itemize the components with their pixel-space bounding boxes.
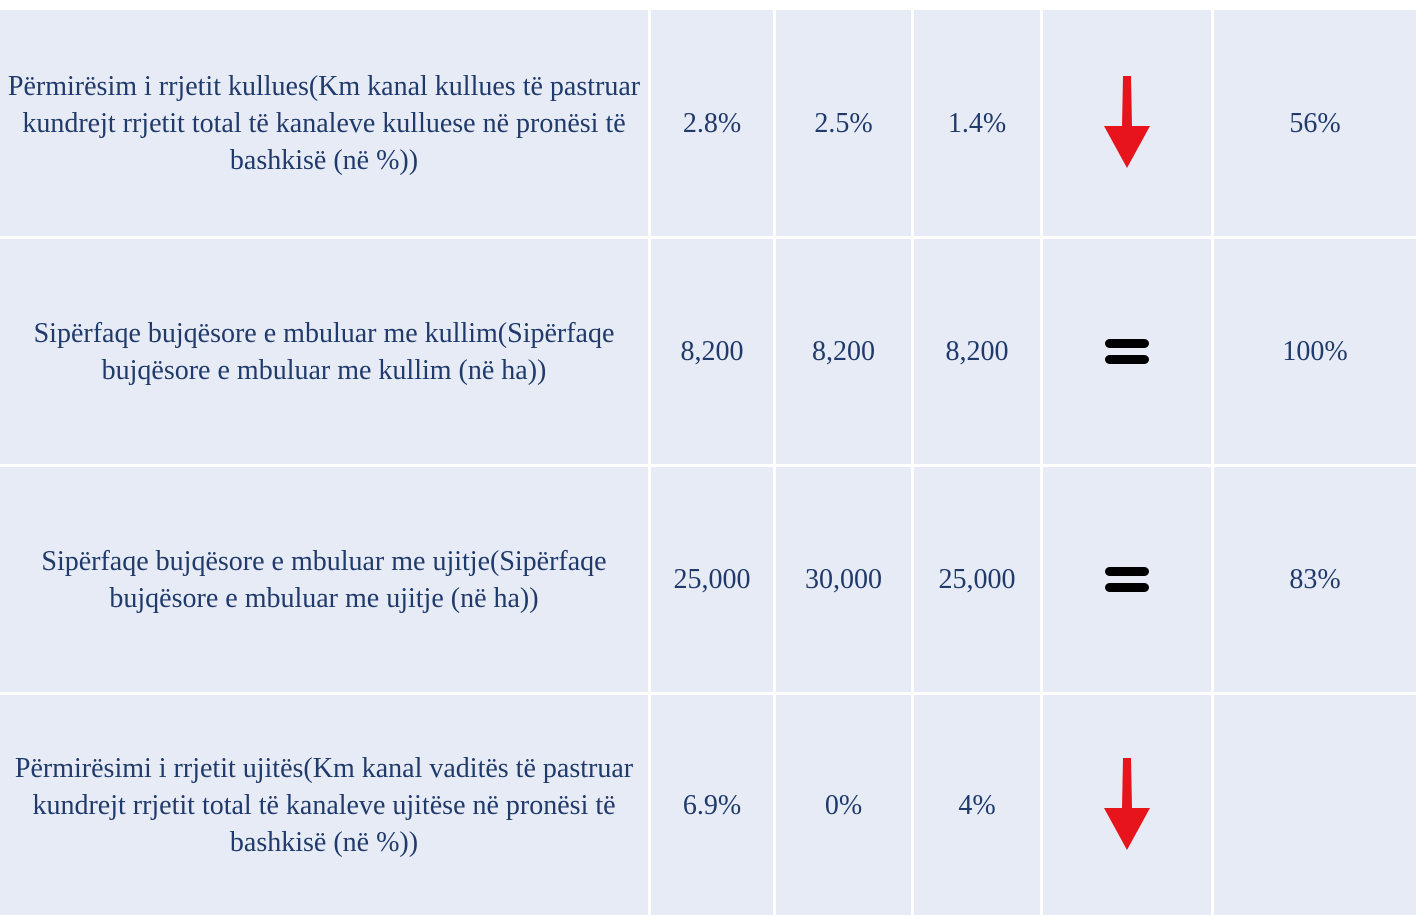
value: 0% (776, 695, 911, 915)
indicator: Sipërfaqe bujqësore e mbuluar me kullim(… (0, 239, 648, 464)
value: 4% (914, 695, 1040, 915)
value: 8,200 (914, 239, 1040, 464)
value: 2.8% (651, 10, 773, 236)
indicator: Përmirësimi i rrjetit ujitës(Km kanal va… (0, 695, 648, 915)
value: 2.5% (776, 10, 911, 236)
trend (1043, 695, 1211, 915)
target: 56% (1214, 10, 1416, 236)
trend (1043, 10, 1211, 236)
value: 25,000 (914, 467, 1040, 692)
down-arrow (1104, 76, 1150, 168)
value: 6.9% (651, 695, 773, 915)
indicator: Sipërfaqe bujqësore e mbuluar me ujitje(… (0, 467, 648, 692)
value: 30,000 (776, 467, 911, 692)
target (1214, 695, 1416, 915)
equal-sign (1105, 566, 1149, 592)
down-arrow (1104, 758, 1150, 850)
indicator: Përmirësim i rrjetit kullues(Km kanal ku… (0, 10, 648, 236)
value: 25,000 (651, 467, 773, 692)
target: 83% (1214, 467, 1416, 692)
value: 1.4% (914, 10, 1040, 236)
trend (1043, 467, 1211, 692)
trend (1043, 239, 1211, 464)
value: 8,200 (651, 239, 773, 464)
value: 8,200 (776, 239, 911, 464)
equal-sign (1105, 338, 1149, 364)
target: 100% (1214, 239, 1416, 464)
